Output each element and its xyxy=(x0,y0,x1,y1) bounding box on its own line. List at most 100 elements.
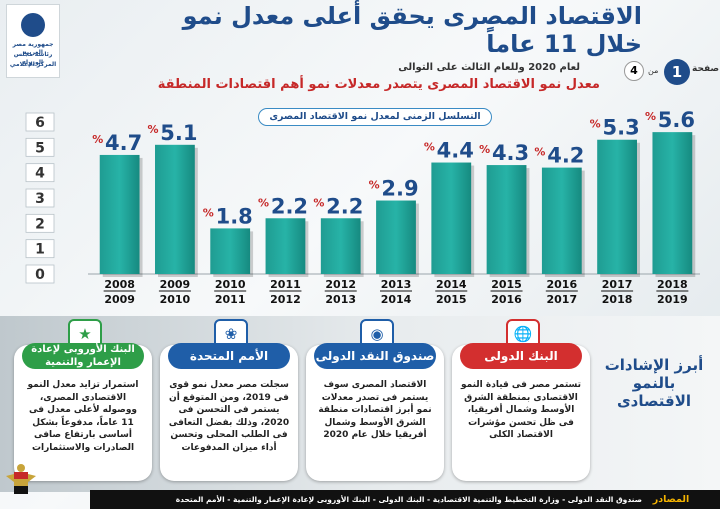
y-tick-label: 6 xyxy=(35,115,45,131)
x-tick-label: 2011 xyxy=(270,278,301,291)
x-tick-label: 2015 xyxy=(436,293,467,306)
x-tick-label: 2017 xyxy=(602,278,633,291)
logo-line: جمهورية مصر العربية xyxy=(12,41,54,56)
x-tick-label: 2009 xyxy=(104,293,135,306)
chart-title: التسلسل الزمنى لمعدل نمو الاقتصاد المصرى xyxy=(258,108,492,126)
card-text: الاقتصاد المصرى سوف يستمر فى تصدر معدلات… xyxy=(318,380,432,440)
card-text: استمرار تزايد معدل النمو الاقتصادى المصر… xyxy=(27,380,139,453)
bar-percent-sign: % xyxy=(92,133,103,146)
cabinet-logo: جمهورية مصر العربية رئاسة مجلس الوزراء ا… xyxy=(6,4,60,78)
logo-line: رئاسة مجلس الوزراء xyxy=(13,51,53,66)
bar-percent-sign: % xyxy=(479,143,490,156)
bar-percent-sign: % xyxy=(424,141,435,154)
sources-text: صندوق النقد الدولى - وزارة التخطيط والتن… xyxy=(175,495,642,504)
bar-value-label: 1.8 xyxy=(216,204,253,228)
bar-value-label: 2.9 xyxy=(381,177,418,201)
bar xyxy=(486,165,527,274)
y-tick-box xyxy=(25,137,55,157)
card-title: الأمم المتحدة xyxy=(168,343,290,369)
x-tick-label: 2012 xyxy=(270,293,301,306)
page-total: 4 xyxy=(624,61,644,81)
x-tick-label: 2013 xyxy=(381,278,412,291)
bar-value-label: 5.3 xyxy=(602,116,639,140)
card-title: البنك الدولى xyxy=(460,343,582,369)
card-title: صندوق النقد الدولى xyxy=(314,343,436,369)
bar xyxy=(541,167,582,274)
x-tick-label: 2016 xyxy=(491,293,522,306)
card-imf: ◉ صندوق النقد الدولى الاقتصاد المصرى سوف… xyxy=(306,319,444,481)
bar-percent-sign: % xyxy=(590,118,601,131)
bar xyxy=(320,218,361,274)
bar-percent-sign: % xyxy=(369,179,380,192)
eagle-emblem-icon xyxy=(6,464,36,494)
page-of-label: من xyxy=(648,66,659,75)
growth-bar-chart: 0 1 2 3 4 5 6 4.7% 2008 2009 5.1% 2009 2010 1.8% 2010 2… xyxy=(25,108,700,306)
bar xyxy=(597,139,637,274)
y-tick-box xyxy=(25,112,55,132)
page-number: 1 xyxy=(664,59,690,85)
x-tick-label: 2014 xyxy=(381,293,412,306)
bar xyxy=(155,144,195,274)
y-tick-box xyxy=(25,213,55,233)
bar-value-label: 4.2 xyxy=(547,144,584,168)
bar-percent-sign: % xyxy=(534,146,545,159)
x-tick-label: 2008 xyxy=(104,278,135,291)
x-tick-label: 2011 xyxy=(215,293,246,306)
bar-value-label: 2.2 xyxy=(271,194,308,218)
card-united-nations: ❀ الأمم المتحدة سجلت مصر معدل نمو قوى فى… xyxy=(160,319,298,481)
page-label: صفحة xyxy=(692,64,720,74)
y-tick-label: 4 xyxy=(35,166,45,182)
bar xyxy=(376,200,416,274)
x-tick-label: 2009 xyxy=(160,278,191,291)
x-tick-label: 2010 xyxy=(215,278,246,291)
bar-percent-sign: % xyxy=(147,123,158,136)
bar-value-label: 4.3 xyxy=(492,141,529,165)
card-world-bank: 🌐 البنك الدولى تستمر مصر فى قيادة النمو … xyxy=(452,319,590,481)
y-tick-box xyxy=(25,264,55,284)
bar-value-label: 5.6 xyxy=(658,108,695,132)
x-tick-label: 2016 xyxy=(547,278,578,291)
card-text: سجلت مصر معدل نمو قوى فى 2019، ومن المتو… xyxy=(168,380,290,453)
y-tick-label: 3 xyxy=(35,191,45,207)
subtitle-headline: معدل نمو الاقتصاد المصرى يتصدر معدلات نم… xyxy=(157,77,600,92)
y-tick-label: 2 xyxy=(35,216,45,232)
x-tick-label: 2018 xyxy=(602,293,633,306)
x-tick-label: 2019 xyxy=(657,293,688,306)
bar-value-label: 4.7 xyxy=(105,131,142,155)
bar-percent-sign: % xyxy=(258,196,269,209)
bar xyxy=(210,228,251,274)
x-tick-label: 2014 xyxy=(436,278,467,291)
y-tick-label: 0 xyxy=(35,267,45,283)
x-tick-label: 2012 xyxy=(325,278,356,291)
bar xyxy=(431,162,472,274)
logo-line: المركز الإعلامي xyxy=(9,61,57,68)
y-tick-box xyxy=(25,188,55,208)
card-title: البنك الأوروبى لإعادة الإعمار والتنمية xyxy=(22,343,144,369)
sources-bar xyxy=(90,490,720,509)
x-tick-label: 2017 xyxy=(547,293,578,306)
x-tick-label: 2010 xyxy=(160,293,191,306)
bar-percent-sign: % xyxy=(645,110,656,123)
y-tick-label: 1 xyxy=(35,242,45,258)
bar-value-label: 2.2 xyxy=(326,194,363,218)
highlights-title: أبرز الإشادات بالنمو الاقتصادى xyxy=(604,356,704,410)
eagle-icon xyxy=(21,13,45,37)
bar xyxy=(265,218,306,274)
bar-value-label: 4.4 xyxy=(437,139,474,163)
sources-label: المصادر xyxy=(652,494,690,505)
x-tick-label: 2013 xyxy=(325,293,356,306)
bar-percent-sign: % xyxy=(203,206,214,219)
card-ebrd: ★ البنك الأوروبى لإعادة الإعمار والتنمية… xyxy=(14,319,152,481)
bar-percent-sign: % xyxy=(313,196,324,209)
card-text: تستمر مصر فى قيادة النمو الاقتصادى بمنطق… xyxy=(460,380,582,440)
x-tick-label: 2015 xyxy=(491,278,522,291)
subtitle-year: لعام 2020 وللعام الثالث على التوالى xyxy=(398,62,580,73)
y-tick-box xyxy=(25,239,55,259)
x-tick-label: 2018 xyxy=(657,278,688,291)
bar-value-label: 5.1 xyxy=(160,121,197,145)
y-tick-label: 5 xyxy=(35,140,45,156)
y-tick-box xyxy=(25,163,55,183)
bar xyxy=(99,154,140,274)
page-title: الاقتصاد المصرى يحقق أعلى معدل نمو خلال … xyxy=(182,2,642,58)
